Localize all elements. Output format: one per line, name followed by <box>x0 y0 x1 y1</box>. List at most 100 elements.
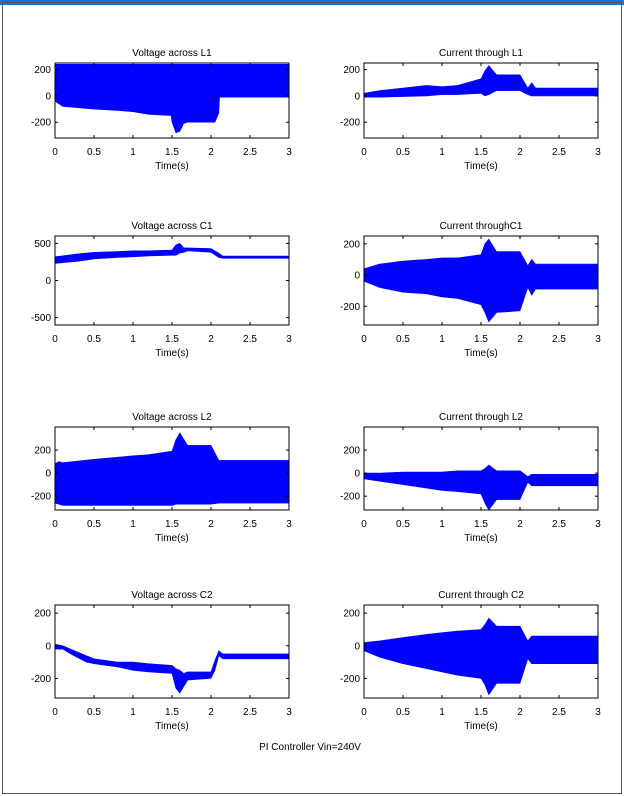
subplot-title: Current through L2 <box>439 412 523 423</box>
x-tick-label: 2 <box>517 334 523 345</box>
y-tick-label: 500 <box>34 239 51 250</box>
x-tick-label: 1 <box>130 707 136 718</box>
y-tick-label: 200 <box>343 609 360 620</box>
x-tick-label: 1.5 <box>165 147 179 158</box>
y-tick-label: 0 <box>354 91 360 102</box>
x-tick-label: 2 <box>208 519 214 530</box>
x-tick-label: 0.5 <box>87 519 101 530</box>
x-tick-label: 2 <box>208 147 214 158</box>
x-tick-label: 0.5 <box>396 147 410 158</box>
x-tick-label: 1.5 <box>474 519 488 530</box>
x-tick-label: 0.5 <box>87 707 101 718</box>
x-tick-label: 1 <box>439 519 445 530</box>
x-tick-label: 0 <box>52 147 58 158</box>
x-tick-label: 2 <box>517 707 523 718</box>
subplot-6: Current through L2 0 0.5 1 1.5 2 2.5 3 200 0 -200 T… <box>340 412 601 544</box>
x-tick-label: 2.5 <box>552 147 566 158</box>
x-tick-label: 0 <box>52 707 58 718</box>
y-tick-label: 200 <box>34 609 51 620</box>
x-tick-label: 2 <box>208 707 214 718</box>
x-tick-label: 1.5 <box>474 707 488 718</box>
subplot-5: Voltage across L2 0 0.5 1 1.5 2 2.5 3 200 0 -200 Ti… <box>31 412 292 544</box>
subplot-title: Current through L1 <box>439 48 523 59</box>
x-tick-label: 3 <box>595 334 601 345</box>
x-tick-label: 3 <box>595 147 601 158</box>
x-axis-label: Time(s) <box>464 721 498 732</box>
x-tick-label: 3 <box>286 334 292 345</box>
x-tick-label: 2.5 <box>243 334 257 345</box>
x-tick-label: 1 <box>130 519 136 530</box>
subplot-title: Voltage across L2 <box>132 412 212 423</box>
x-tick-label: 2.5 <box>243 519 257 530</box>
x-tick-label: 2 <box>208 334 214 345</box>
y-tick-label: -200 <box>340 674 360 685</box>
y-tick-label: 200 <box>343 239 360 250</box>
x-tick-label: 3 <box>286 519 292 530</box>
subplot-title: Current throughC1 <box>440 221 523 232</box>
subplot-4: Current throughC1 0 0.5 1 1.5 2 2.5 3 200 0 -200 Ti… <box>340 221 601 359</box>
y-tick-label: 0 <box>45 469 51 480</box>
x-tick-label: 1 <box>130 334 136 345</box>
subplot-7: Voltage across C2 0 0.5 1 1.5 2 2.5 3 200 0 -200 Ti… <box>31 590 292 732</box>
x-tick-label: 0 <box>52 519 58 530</box>
y-tick-label: 0 <box>45 276 51 287</box>
x-tick-label: 2.5 <box>243 707 257 718</box>
y-tick-label: 0 <box>45 91 51 102</box>
subplot-title: Current through C2 <box>438 590 524 601</box>
y-tick-label: 200 <box>343 65 360 76</box>
x-tick-label: 0.5 <box>396 519 410 530</box>
x-axis-label: Time(s) <box>155 161 189 172</box>
x-tick-label: 3 <box>286 147 292 158</box>
y-tick-label: 200 <box>343 446 360 457</box>
x-tick-label: 1 <box>439 147 445 158</box>
x-tick-label: 1 <box>439 707 445 718</box>
y-tick-label: 0 <box>45 641 51 652</box>
subplot-title: Voltage across C1 <box>131 221 213 232</box>
x-tick-label: 0.5 <box>396 707 410 718</box>
y-tick-label: 200 <box>34 65 51 76</box>
x-tick-label: 0 <box>52 334 58 345</box>
x-tick-label: 1.5 <box>474 334 488 345</box>
x-tick-label: 3 <box>595 519 601 530</box>
x-tick-label: 1 <box>439 334 445 345</box>
x-tick-label: 1.5 <box>474 147 488 158</box>
subplot-3: Voltage across C10 0.5 1 1.5 2 2.5 35000-500Ti… <box>31 221 292 359</box>
x-tick-label: 2.5 <box>552 707 566 718</box>
subplot-title: Voltage across L1 <box>132 48 212 59</box>
x-tick-label: 1 <box>130 147 136 158</box>
y-tick-label: 0 <box>354 641 360 652</box>
x-tick-label: 1.5 <box>165 707 179 718</box>
x-tick-label: 2.5 <box>243 147 257 158</box>
x-tick-label: 3 <box>595 707 601 718</box>
x-tick-label: 0 <box>361 519 367 530</box>
x-axis-label: Time(s) <box>464 161 498 172</box>
x-tick-label: 2 <box>517 147 523 158</box>
x-axis-label: Time(s) <box>464 348 498 359</box>
y-tick-label: 200 <box>34 446 51 457</box>
x-axis-label: Time(s) <box>155 533 189 544</box>
y-tick-label: -200 <box>340 118 360 129</box>
y-tick-label: -200 <box>340 492 360 503</box>
x-tick-label: 0.5 <box>396 334 410 345</box>
y-tick-label: -200 <box>340 302 360 313</box>
x-tick-label: 3 <box>286 707 292 718</box>
subplot-8: Current through C2 0 0.5 1 1.5 2 2.5 3 200 0 -200 T… <box>340 590 601 732</box>
x-tick-label: 0 <box>361 147 367 158</box>
subplot-1: Voltage across L1 0 0.5 1 1.5 2 2.5 3 200 0 -200 Ti… <box>31 48 292 172</box>
x-axis-label: Time(s) <box>464 533 498 544</box>
x-tick-label: 0.5 <box>87 334 101 345</box>
x-tick-label: 2 <box>517 519 523 530</box>
subplot-title: Voltage across C2 <box>131 590 213 601</box>
x-tick-label: 1.5 <box>165 519 179 530</box>
y-tick-label: -200 <box>31 118 51 129</box>
x-tick-label: 1.5 <box>165 334 179 345</box>
x-tick-label: 2.5 <box>552 334 566 345</box>
y-tick-label: -200 <box>31 674 51 685</box>
y-tick-label: 0 <box>354 469 360 480</box>
subplot-grid: Voltage across L10 0.5 1 1.5 2 2.5 32000-200Ti… <box>31 48 601 732</box>
x-tick-label: 0 <box>361 707 367 718</box>
subplot-2: Current through L1 0 0.5 1 1.5 2 2.5 3 200 0 -200 T… <box>340 48 601 172</box>
